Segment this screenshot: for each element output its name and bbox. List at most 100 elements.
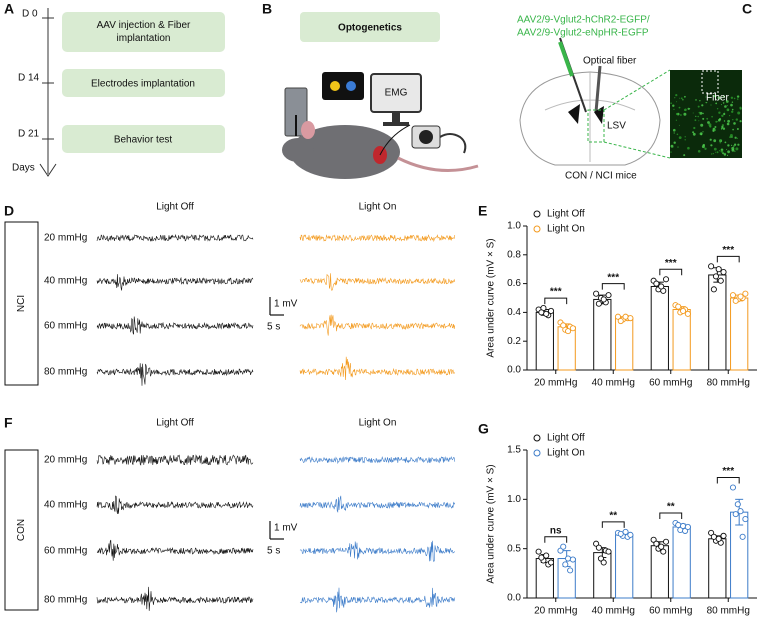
speckle-dot	[718, 150, 721, 152]
speckle-dot	[687, 146, 690, 150]
data-point	[715, 535, 722, 542]
speckle-dot	[692, 131, 695, 134]
day-label: D 14	[18, 73, 40, 84]
step-text-holder: AAV injection & Fiber implantation	[97, 20, 191, 45]
zoom-line	[603, 69, 671, 111]
data-point	[720, 269, 727, 276]
speckle-dot	[673, 128, 676, 132]
panel-label: G	[478, 421, 489, 437]
virus-fill	[558, 41, 574, 77]
speckle-dot	[726, 154, 729, 156]
bar	[708, 538, 727, 599]
speckle-dot	[731, 110, 734, 114]
region-label: LSV	[607, 121, 626, 132]
speckle-dot	[729, 115, 731, 117]
yellow-light	[330, 81, 340, 91]
significance-label: **	[609, 511, 617, 522]
data-point	[600, 296, 607, 303]
speckle-dot	[733, 145, 735, 147]
cable	[439, 133, 467, 154]
data-point	[605, 292, 612, 299]
step-box	[62, 125, 225, 153]
speckle-dot	[737, 143, 740, 146]
mouse-body	[290, 125, 400, 179]
speckle-dot	[675, 94, 678, 97]
speckle-dot	[726, 105, 728, 107]
panel-label: B	[262, 1, 272, 17]
speckle-dot	[705, 102, 707, 104]
significance-label: ***	[722, 245, 734, 256]
data-point	[662, 276, 670, 283]
speckle-dot	[678, 136, 682, 140]
mouse-tail	[397, 156, 479, 172]
data-point	[708, 263, 715, 270]
fluorescence-speckle	[670, 94, 742, 157]
zoom-box	[587, 109, 605, 143]
speckle-dot	[698, 133, 700, 135]
amplifier-dial	[419, 130, 433, 144]
monitor-base	[383, 122, 409, 126]
speckle-dot	[736, 128, 739, 130]
speckle-dot	[699, 100, 701, 102]
significance-label: ***	[665, 258, 677, 269]
speckle-dot	[732, 128, 734, 131]
speckle-dot	[701, 104, 704, 107]
speckle-dot	[710, 104, 712, 106]
legend-marker	[533, 225, 541, 233]
speckle-dot	[726, 148, 728, 150]
day-label: D 0	[22, 9, 38, 20]
speckle-dot	[707, 121, 710, 124]
data-point	[567, 567, 574, 574]
scale-label-y: 1 mV	[274, 523, 298, 534]
data-point	[675, 521, 682, 529]
monitor-label: EMG	[385, 88, 408, 99]
speckle-dot	[705, 96, 707, 98]
region-marker	[568, 104, 580, 124]
data-point	[658, 283, 665, 290]
speckle-dot	[675, 112, 679, 116]
speckle-dot	[719, 142, 721, 144]
speckle-dot	[737, 111, 741, 115]
data-point	[710, 286, 717, 293]
speckle-dot	[676, 133, 679, 136]
speckle-dot	[711, 153, 713, 155]
speckle-dot	[700, 123, 704, 127]
mouse-head	[282, 138, 314, 162]
speckle-dot	[723, 111, 725, 113]
speckle-dot	[730, 96, 734, 100]
significance-label: ***	[607, 272, 619, 283]
speckle-dot	[702, 131, 704, 133]
speckle-dot	[699, 114, 701, 115]
emg-trace	[96, 233, 254, 242]
x-tick-label: 80 mmHg	[707, 378, 750, 389]
speckle-dot	[677, 146, 679, 148]
x-tick-label: 40 mmHg	[592, 378, 635, 389]
speckle-dot	[680, 97, 683, 100]
data-point	[680, 307, 687, 315]
brain-structure	[544, 72, 636, 162]
data-point	[560, 543, 567, 550]
speckle-dot	[718, 111, 721, 114]
speckle-dot	[709, 138, 712, 141]
data-point	[653, 280, 660, 287]
speckle-dot	[683, 154, 686, 157]
data-point	[560, 322, 567, 329]
y-tick-label: 0.0	[507, 593, 521, 604]
panel-label: E	[478, 203, 487, 219]
caption: CON / NCI mice	[565, 171, 637, 182]
pressure-label: 60 mmHg	[44, 321, 87, 332]
significance-bracket	[544, 297, 568, 305]
speckle-dot	[724, 141, 727, 144]
brain-panel: AAV2/9-Vglut2-hChR2-EGFP/ AAV2/9-Vglut2-…	[517, 15, 742, 182]
speckle-dot	[739, 106, 742, 109]
data-point	[660, 548, 667, 555]
speckle-dot	[731, 101, 734, 103]
emg-trace	[299, 456, 456, 465]
speckle-dot	[702, 112, 704, 115]
pressure-label: 60 mmHg	[44, 546, 87, 557]
bar	[593, 298, 612, 371]
condition-header: Light Off	[156, 202, 194, 213]
speckle-dot	[670, 151, 672, 153]
